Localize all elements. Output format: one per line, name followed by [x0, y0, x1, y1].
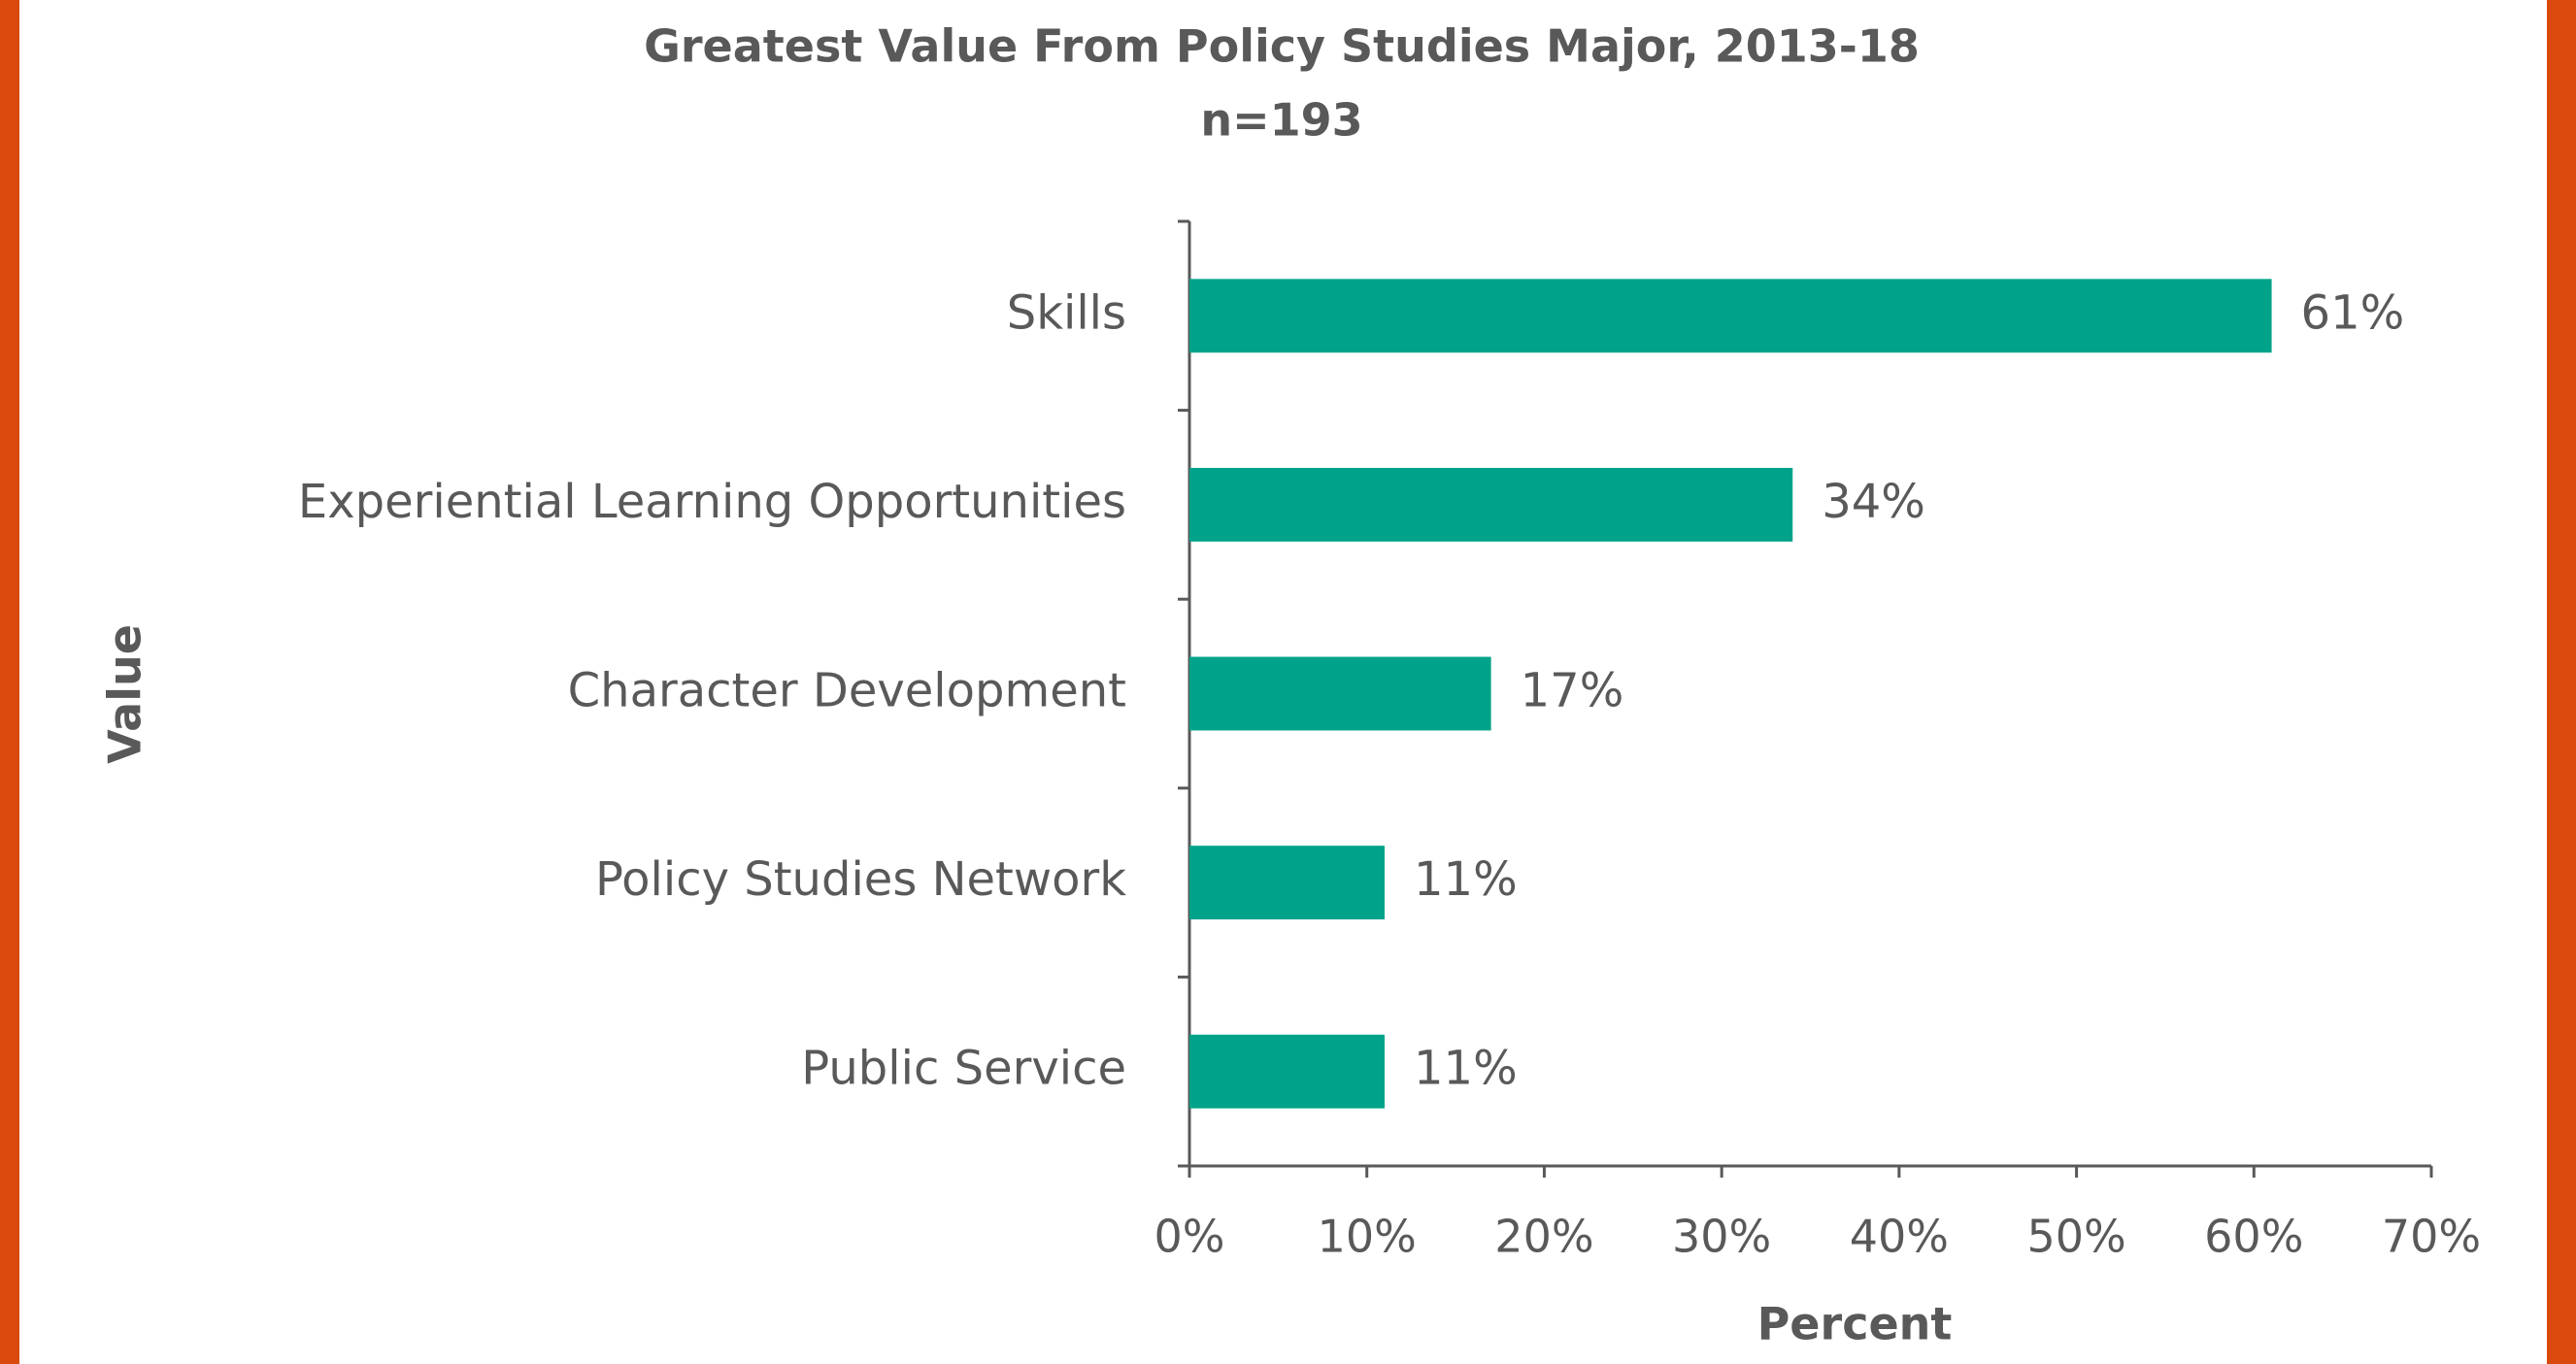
- bar: [1189, 467, 1793, 542]
- chart-subtitle: n=193: [1200, 94, 1362, 147]
- x-tick-label: 40%: [1850, 1211, 1949, 1263]
- bar: [1189, 656, 1491, 731]
- data-label: 11%: [1414, 852, 1518, 907]
- data-label: 17%: [1521, 664, 1624, 718]
- x-tick-label: 30%: [1672, 1211, 1771, 1263]
- y-tick-label: Public Service: [801, 1042, 1126, 1096]
- chart-title: Greatest Value From Policy Studies Major…: [644, 20, 1920, 73]
- x-tick-label: 60%: [2204, 1211, 2303, 1263]
- bar: [1189, 1034, 1385, 1109]
- y-tick-label: Policy Studies Network: [595, 852, 1126, 907]
- bar: [1189, 846, 1385, 920]
- data-label: 61%: [2301, 285, 2405, 340]
- y-axis-title: Value: [99, 624, 151, 764]
- y-tick-label: Experiential Learning Opportunities: [298, 475, 1126, 529]
- x-axis-title: Percent: [1757, 1298, 1953, 1350]
- x-tick-label: 10%: [1318, 1211, 1417, 1263]
- data-label: 11%: [1414, 1042, 1518, 1096]
- y-tick-label: Character Development: [568, 664, 1126, 718]
- x-tick-label: 50%: [2026, 1211, 2125, 1263]
- x-tick-label: 20%: [1494, 1211, 1593, 1263]
- data-label: 34%: [1822, 475, 1925, 529]
- x-tick-label: 70%: [2382, 1211, 2481, 1263]
- x-tick-label: 0%: [1154, 1211, 1225, 1263]
- y-tick-label: Skills: [1007, 285, 1126, 340]
- bar: [1189, 279, 2272, 353]
